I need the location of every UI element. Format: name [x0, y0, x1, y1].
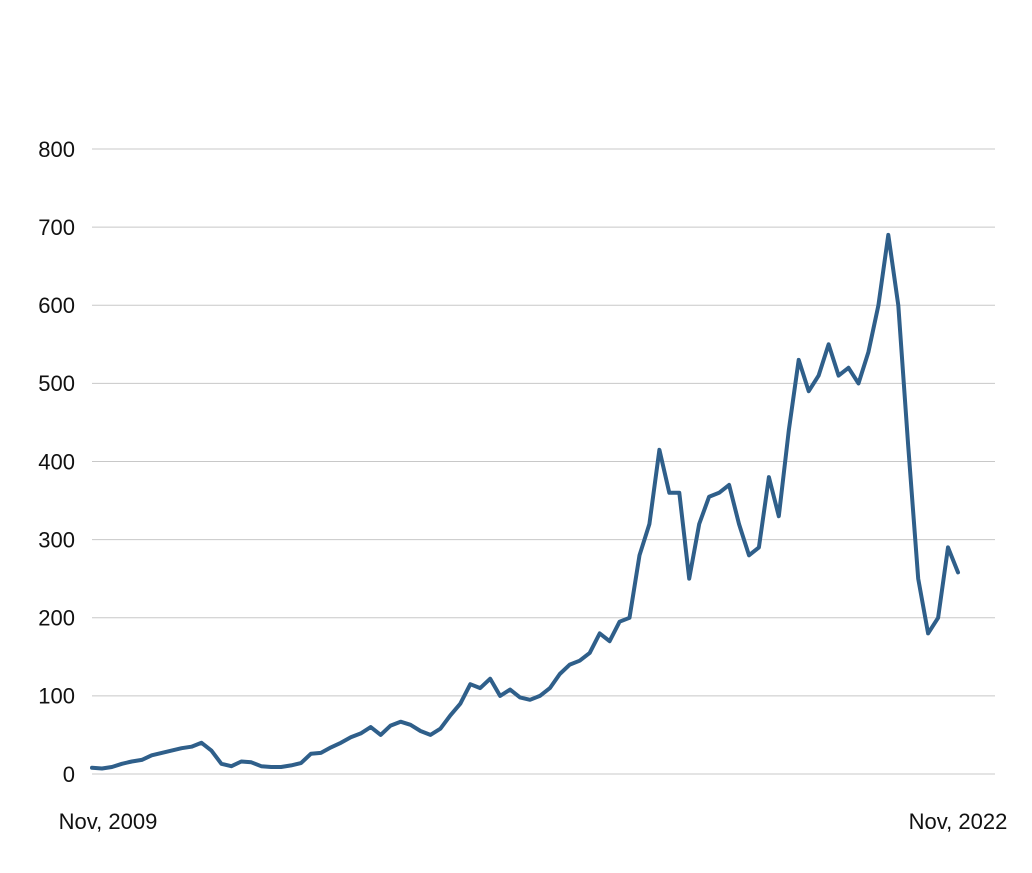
y-tick-label: 0: [63, 762, 75, 787]
y-tick-label: 300: [38, 527, 75, 552]
x-tick-label: Nov, 2022: [909, 809, 1008, 834]
y-tick-label: 500: [38, 371, 75, 396]
y-tick-label: 100: [38, 684, 75, 709]
y-tick-label: 200: [38, 606, 75, 631]
price-line: [90, 232, 960, 771]
y-tick-label: 700: [38, 215, 75, 240]
y-tick-label: 400: [38, 449, 75, 474]
x-tick-label: Nov, 2009: [59, 809, 158, 834]
y-tick-label: 800: [38, 137, 75, 162]
y-tick-label: 600: [38, 293, 75, 318]
